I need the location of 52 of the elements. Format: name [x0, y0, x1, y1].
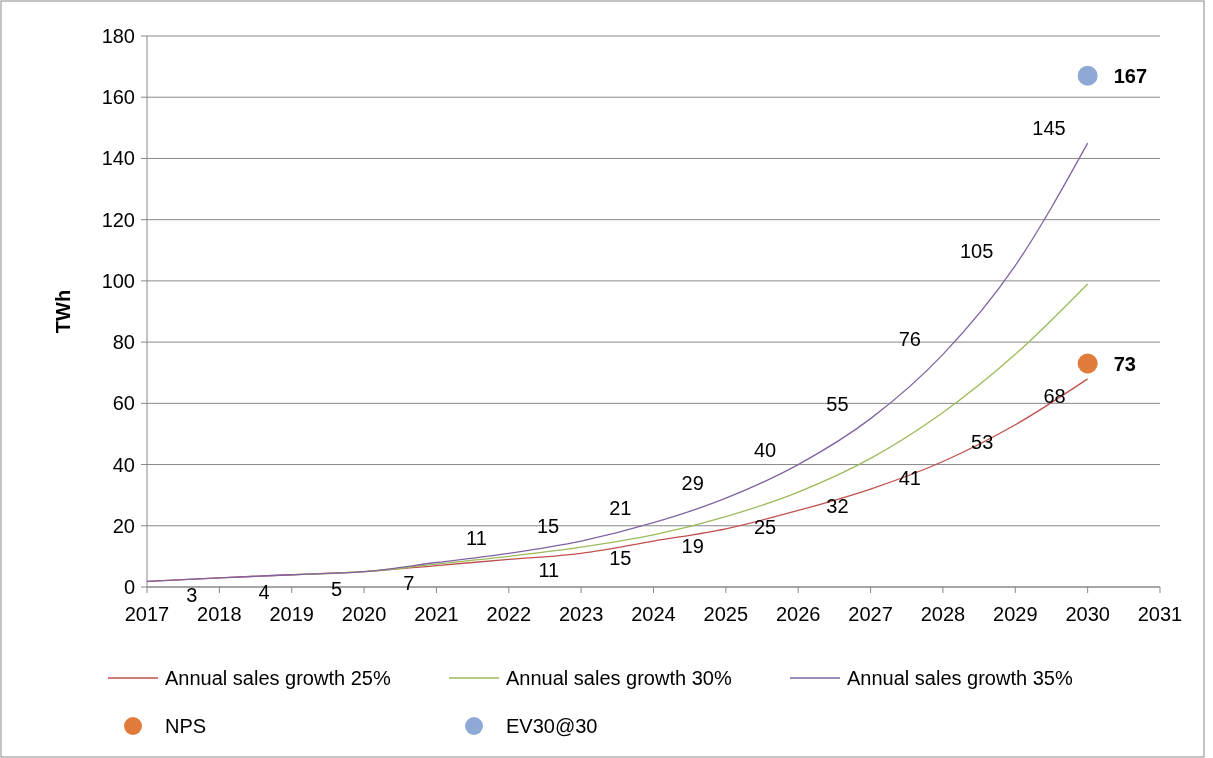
x-tick-label: 2022 [486, 603, 532, 625]
x-tick-label: 2029 [993, 603, 1038, 625]
data-label: 11 [466, 527, 487, 550]
data-label: 15 [536, 515, 560, 538]
data-label: 105 [959, 239, 994, 262]
data-label: 55 [826, 392, 849, 415]
y-tick-label: 140 [101, 147, 135, 170]
data-label: 32 [826, 495, 849, 518]
x-tick-label: 2027 [848, 603, 893, 625]
data-label: 167 [1113, 64, 1148, 87]
data-label: 19 [681, 534, 704, 557]
y-tick-label: 80 [112, 331, 135, 354]
y-tick-label: 60 [112, 392, 135, 415]
data-label: 41 [898, 467, 921, 490]
data-label: 5 [330, 577, 343, 600]
data-label: 76 [898, 328, 921, 351]
x-tick-label: 2025 [703, 603, 749, 625]
x-tick-label: 2020 [341, 603, 387, 625]
x-tick-label: 2018 [197, 603, 242, 625]
x-tick-label: 2019 [269, 603, 314, 625]
data-label: 11 [538, 559, 560, 582]
legend-label: Annual sales growth 30% [506, 667, 732, 689]
data-label: 3 [186, 583, 198, 606]
y-tick-label: 20 [112, 514, 135, 537]
y-tick-label: 120 [101, 208, 135, 231]
data-label: 29 [681, 472, 704, 495]
data-label: 21 [609, 496, 632, 519]
x-tick-label: 2031 [1137, 603, 1183, 625]
y-tick-label: 0 [123, 576, 135, 598]
data-label: 15 [609, 547, 632, 570]
y-axis-title: TWh [52, 289, 74, 334]
legend-label: NPS [165, 715, 207, 737]
data-label: 7 [403, 571, 415, 594]
x-tick-label: 2017 [124, 603, 170, 625]
data-label: 145 [1032, 117, 1066, 140]
legend-label: EV30@30 [506, 715, 598, 737]
data-label: 40 [753, 438, 777, 461]
x-tick-label: 2021 [414, 603, 459, 625]
y-tick-label: 40 [112, 453, 135, 476]
legend-label: Annual sales growth 35% [847, 667, 1073, 689]
x-tick-label: 2026 [775, 603, 821, 625]
y-tick-label: 160 [101, 86, 135, 109]
legend-label: Annual sales growth 25% [165, 667, 391, 689]
x-tick-label: 2023 [558, 603, 604, 625]
x-tick-label: 2024 [631, 603, 676, 625]
data-label: 73 [1113, 352, 1136, 375]
x-tick-label: 2030 [1065, 603, 1110, 625]
data-label: 25 [753, 516, 777, 539]
y-tick-label: 180 [101, 25, 135, 47]
x-tick-label: 2028 [920, 603, 966, 625]
y-tick-label: 100 [101, 269, 135, 292]
data-label: 4 [258, 580, 270, 603]
